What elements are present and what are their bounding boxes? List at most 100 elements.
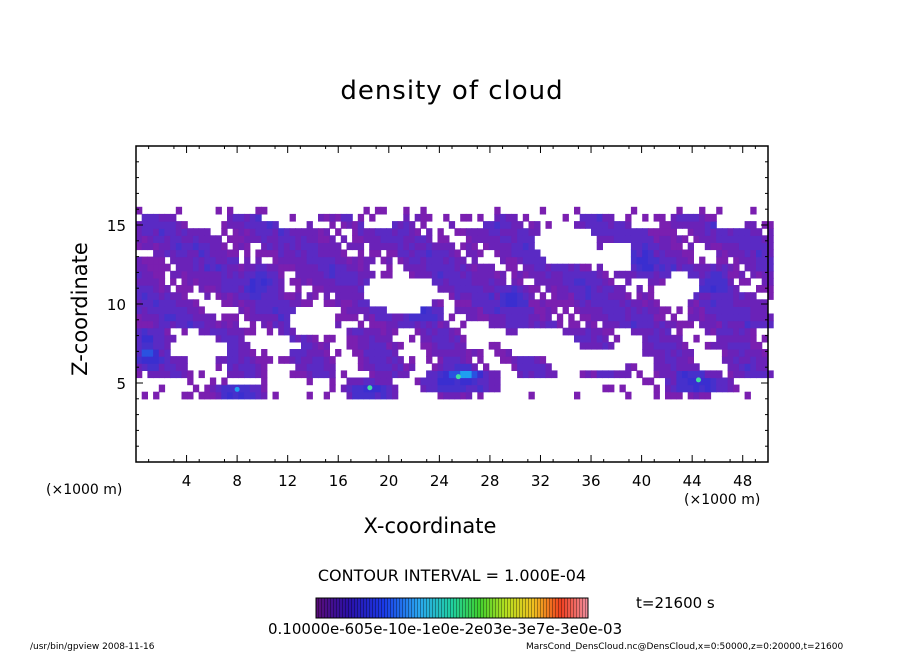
- density-cell: [596, 341, 603, 350]
- density-cell: [227, 299, 234, 307]
- density-cell: [670, 313, 677, 322]
- density-cell: [693, 334, 700, 343]
- density-cell: [517, 256, 524, 265]
- density-cell: [522, 292, 530, 300]
- density-cell: [175, 270, 183, 279]
- density-cell: [209, 270, 217, 279]
- density-cell: [551, 299, 558, 307]
- density-cell: [693, 221, 700, 229]
- density-cell: [403, 213, 410, 222]
- density-cell: [335, 277, 342, 286]
- density-cell: [517, 370, 524, 379]
- density-cell: [232, 263, 239, 272]
- density-cell: [619, 235, 626, 243]
- density-cell: [295, 292, 302, 300]
- density-cell: [676, 384, 683, 393]
- density-cell: [397, 370, 404, 379]
- density-cell: [232, 349, 239, 357]
- density-cell: [448, 249, 456, 258]
- density-cell: [659, 213, 666, 222]
- density-cell: [608, 235, 615, 243]
- density-cell: [494, 228, 501, 236]
- density-cell: [693, 313, 700, 322]
- density-cell: [352, 349, 359, 357]
- density-cell: [528, 221, 535, 229]
- density-cell: [556, 313, 564, 322]
- density-cell: [767, 313, 774, 322]
- density-cell: [153, 235, 160, 243]
- density-cell: [380, 334, 387, 343]
- density-cell: [488, 341, 495, 350]
- density-cell: [505, 349, 512, 357]
- density-cell: [329, 285, 336, 293]
- density-cell: [716, 249, 723, 258]
- density-cell: [249, 384, 257, 393]
- density-cell: [306, 249, 313, 258]
- density-cell: [255, 384, 262, 393]
- density-cell: [136, 292, 143, 300]
- density-cell: [756, 256, 763, 265]
- density-cell: [437, 242, 444, 251]
- density-cell: [483, 235, 490, 243]
- density-cell: [392, 363, 399, 371]
- density-cell: [380, 235, 387, 243]
- density-cell: [738, 299, 746, 307]
- density-cell: [756, 299, 763, 307]
- density-cell: [670, 228, 677, 236]
- density-cell: [261, 235, 268, 243]
- density-cell: [699, 270, 706, 279]
- density-cell: [164, 235, 171, 243]
- density-cell: [409, 313, 416, 322]
- density-cell: [306, 221, 313, 229]
- density-cell: [170, 213, 177, 222]
- density-cell: [164, 263, 171, 272]
- density-cell: [238, 292, 245, 300]
- density-cell: [209, 277, 217, 286]
- density-cell: [187, 277, 194, 286]
- density-cell: [414, 377, 421, 386]
- density-cell: [676, 235, 683, 243]
- density-cell: [272, 320, 279, 329]
- density-cell: [488, 221, 495, 229]
- density-cell: [357, 235, 365, 243]
- density-cell: [414, 263, 421, 272]
- density-cell: [272, 391, 279, 400]
- density-cell: [585, 263, 592, 272]
- density-cell: [289, 249, 296, 258]
- density-cell: [153, 263, 160, 272]
- density-cell: [323, 349, 330, 357]
- density-cell: [488, 263, 495, 272]
- density-cell: [443, 356, 450, 364]
- density-cell: [471, 363, 478, 371]
- density-cell: [602, 292, 609, 300]
- density-cell: [448, 391, 456, 400]
- density-cell: [221, 377, 228, 386]
- density-cell: [761, 249, 768, 258]
- density-cell: [744, 327, 751, 336]
- density-cell: [591, 341, 598, 350]
- density-cell: [170, 320, 177, 329]
- density-cell: [727, 285, 734, 293]
- density-cell: [545, 263, 552, 272]
- density-cell: [187, 242, 194, 251]
- density-cell: [670, 363, 677, 371]
- density-cell: [511, 327, 518, 336]
- density-cell: [175, 299, 183, 307]
- density-cell: [403, 313, 410, 322]
- density-cell: [579, 285, 586, 293]
- density-cell: [693, 306, 700, 315]
- density-cell: [545, 363, 552, 371]
- density-cell: [591, 292, 598, 300]
- density-cell: [443, 384, 450, 393]
- density-cell: [261, 356, 268, 364]
- density-cell: [659, 313, 666, 322]
- density-cell: [699, 221, 706, 229]
- density-cell: [687, 356, 694, 364]
- density-cell: [665, 270, 672, 279]
- density-cell: [585, 292, 592, 300]
- density-cell: [511, 263, 518, 272]
- density-cell: [346, 327, 353, 336]
- density-cell: [585, 370, 592, 379]
- density-cell: [568, 299, 575, 307]
- density-cell: [306, 256, 313, 265]
